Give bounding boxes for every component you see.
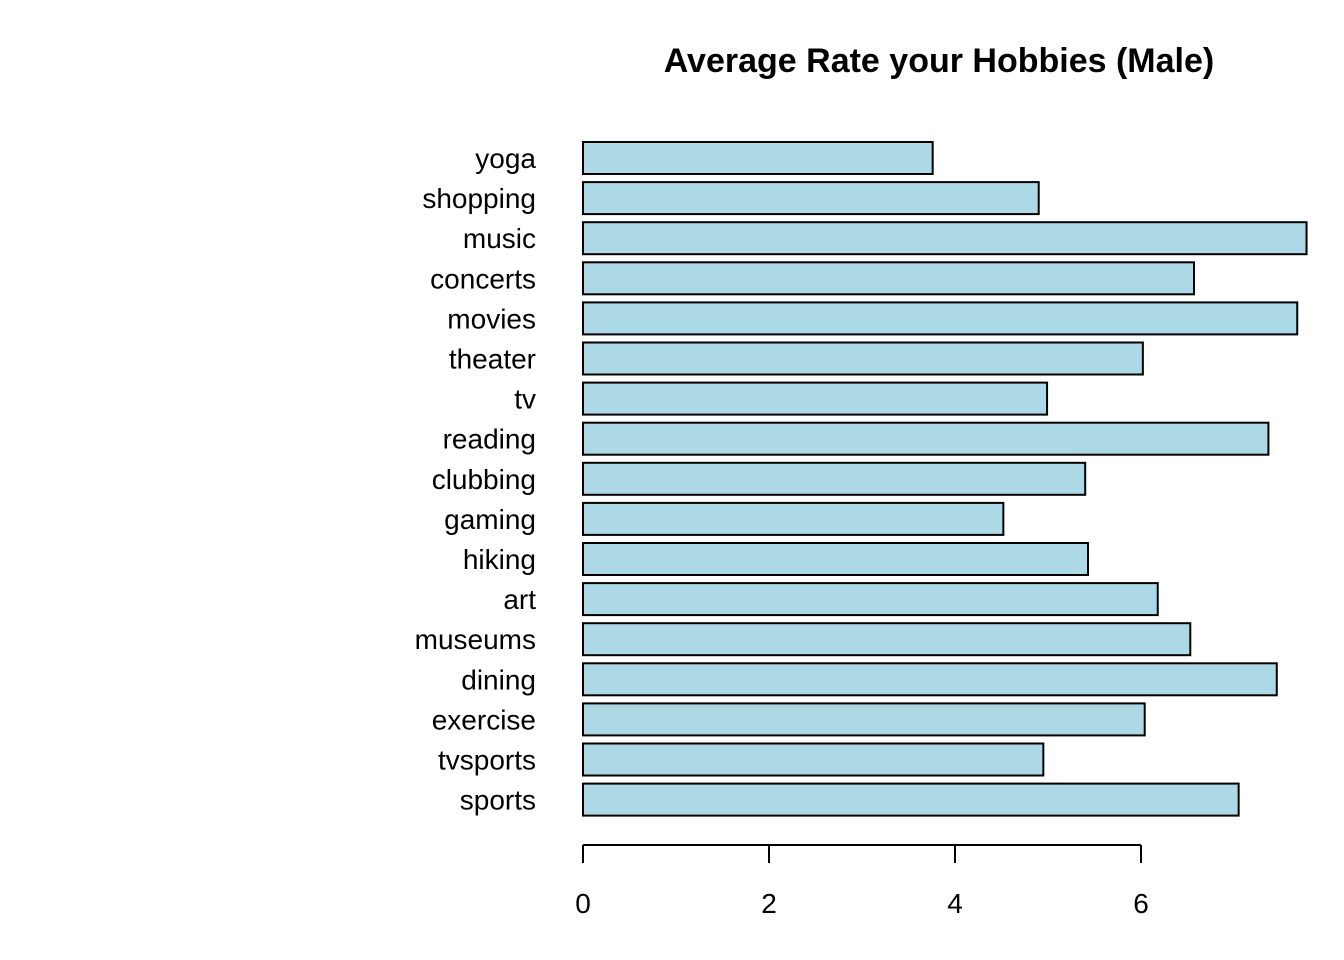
bar-movies (582, 301, 1299, 336)
category-label-concerts: concerts (430, 263, 536, 294)
bar-music (582, 221, 1308, 256)
x-axis: 0 2 4 6 (575, 844, 1149, 919)
category-labels: sports tvsports exercise dining museums art hi… (415, 143, 537, 816)
category-label-exercise: exercise (432, 704, 536, 735)
category-label-dining: dining (461, 664, 536, 695)
bar-sports (582, 782, 1240, 817)
bars-group (582, 141, 1308, 817)
bar-tv (582, 381, 1049, 416)
x-tick-label-6: 6 (1133, 888, 1149, 919)
bar-hiking (582, 542, 1089, 576)
bar-concerts (582, 261, 1196, 296)
category-label-movies: movies (447, 303, 536, 334)
category-label-tv: tv (514, 384, 536, 415)
category-label-theater: theater (449, 344, 536, 375)
bar-gaming (582, 501, 1005, 536)
bar-theater (582, 341, 1144, 376)
category-label-tvsports: tvsports (438, 745, 536, 776)
category-label-clubbing: clubbing (432, 464, 536, 495)
category-label-hiking: hiking (463, 544, 536, 575)
bar-reading (582, 421, 1270, 456)
bar-exercise (582, 702, 1146, 737)
category-label-gaming: gaming (444, 504, 536, 535)
bar-art (582, 582, 1159, 617)
bar-museums (582, 622, 1192, 657)
category-label-sports: sports (460, 785, 536, 816)
category-label-reading: reading (443, 424, 536, 455)
category-label-shopping: shopping (422, 183, 536, 214)
bar-dining (582, 662, 1278, 697)
bar-yoga (582, 141, 934, 175)
x-tick-label-0: 0 (575, 888, 591, 919)
category-label-art: art (503, 584, 536, 615)
chart-title: Average Rate your Hobbies (Male) (664, 42, 1214, 80)
category-label-music: music (463, 223, 536, 254)
bar-tvsports (582, 742, 1045, 777)
x-tick-label-4: 4 (947, 888, 963, 919)
bar-shopping (582, 181, 1040, 216)
x-tick-label-2: 2 (761, 888, 777, 919)
category-label-museums: museums (415, 624, 536, 655)
bar-clubbing (582, 461, 1087, 496)
category-label-yoga: yoga (475, 143, 536, 174)
